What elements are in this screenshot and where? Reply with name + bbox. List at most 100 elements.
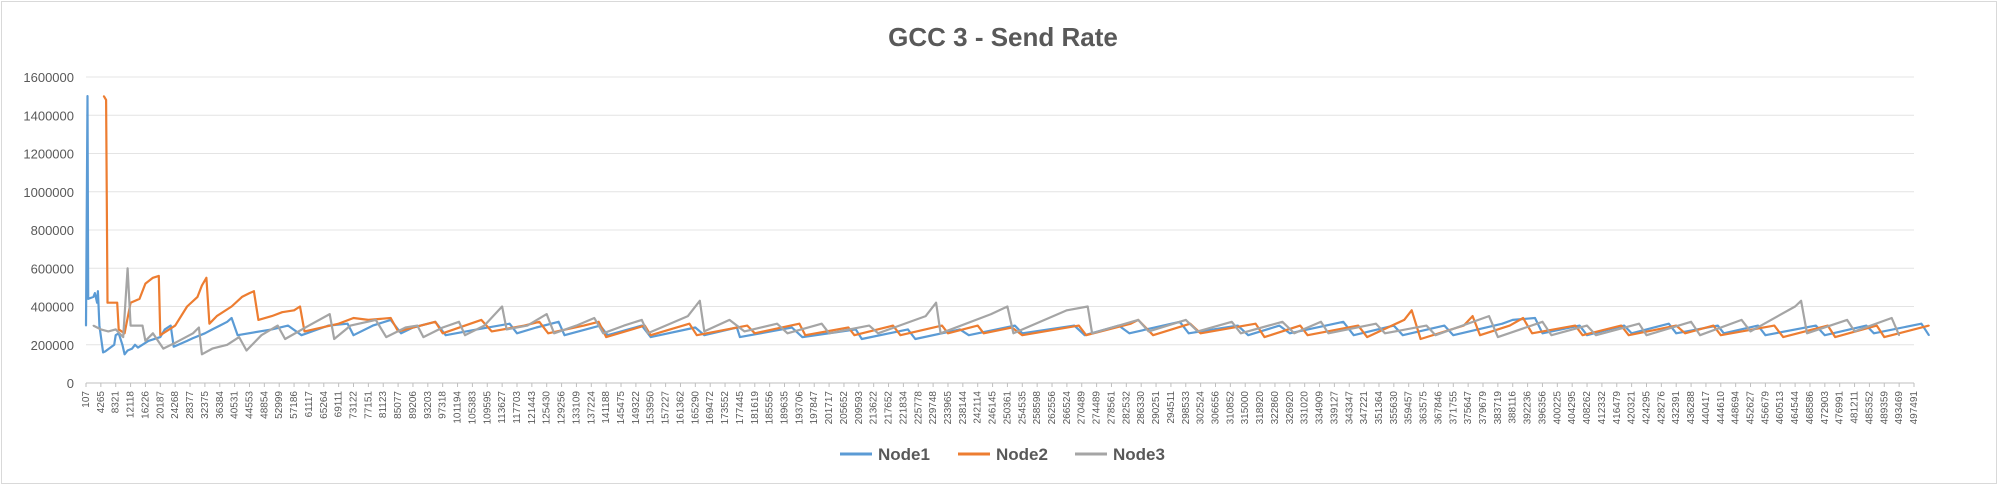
data-point-node2	[215, 315, 218, 317]
data-point-node3	[990, 313, 992, 315]
data-point-node3	[1699, 334, 1701, 337]
data-point-node2	[196, 296, 199, 298]
x-tick-label: 221834	[898, 391, 909, 425]
data-point-node1	[444, 334, 447, 337]
data-point-node3	[162, 347, 165, 350]
x-tick-label: 233965	[943, 391, 954, 425]
data-point-node3	[1184, 319, 1187, 321]
x-tick-label: 93203	[423, 391, 434, 419]
data-point-node3	[553, 332, 555, 335]
data-point-node1	[1511, 319, 1514, 321]
data-point-node1	[147, 340, 150, 342]
data-point-node1	[1928, 334, 1930, 337]
data-point-node1	[97, 290, 99, 293]
data-point-node2	[1077, 324, 1080, 327]
data-point-node1	[1815, 324, 1817, 327]
x-tick-label: 363575	[1419, 391, 1430, 425]
x-tick-label: 404295	[1567, 391, 1578, 425]
data-point-node2	[186, 305, 189, 308]
data-point-node3	[1586, 324, 1588, 327]
data-point-node3	[786, 332, 789, 335]
data-point-node3	[374, 319, 377, 321]
x-tick-label: 347221	[1359, 391, 1370, 425]
x-tick-label: 379679	[1478, 391, 1489, 425]
x-tick-label: 485352	[1864, 391, 1875, 425]
x-tick-label: 89206	[408, 391, 419, 419]
x-tick-label: 355630	[1389, 391, 1400, 425]
data-point-node1	[1873, 332, 1875, 335]
data-point-node2	[480, 319, 483, 321]
data-point-node2	[138, 298, 141, 300]
data-point-node1	[134, 343, 136, 346]
data-point-node3	[385, 336, 388, 338]
x-tick-label: 44553	[244, 391, 255, 419]
data-point-node3	[1497, 336, 1499, 338]
x-tick-label: 77151	[363, 391, 374, 419]
x-tick-label: 282532	[1121, 391, 1132, 425]
data-point-node1	[914, 338, 917, 340]
data-point-node3	[122, 336, 125, 338]
x-tick-label: 322860	[1270, 391, 1281, 425]
chart-title: GCC 3 - Send Rate	[888, 22, 1118, 52]
data-point-node1	[739, 336, 741, 338]
data-point-node2	[538, 320, 541, 323]
data-point-node3	[1230, 320, 1233, 323]
data-point-node1	[1920, 322, 1923, 325]
data-point-node2	[583, 324, 585, 327]
x-tick-label: 493469	[1894, 391, 1905, 425]
data-point-node2	[490, 330, 493, 333]
x-tick-label: 197847	[809, 391, 820, 425]
y-tick-label: 1200000	[23, 147, 74, 162]
x-tick-label: 40531	[230, 391, 241, 419]
legend-label-node2: Node2	[996, 445, 1048, 464]
x-tick-label: 238144	[958, 391, 969, 425]
data-point-node3	[1434, 334, 1437, 337]
x-tick-label: 456679	[1760, 391, 1771, 425]
data-point-node1	[172, 345, 175, 348]
data-point-node3	[1890, 317, 1893, 319]
x-tick-label: 408262	[1582, 391, 1593, 425]
data-point-node3	[1806, 332, 1808, 335]
data-point-node2	[798, 322, 801, 325]
data-point-node3	[226, 343, 229, 346]
x-tick-label: 476991	[1835, 391, 1846, 425]
x-axis: 107 4265 8321 12118 16226 20187 24268 28377 3237…	[81, 383, 1920, 424]
x-tick-label: 294511	[1166, 391, 1177, 424]
data-point-node1	[1716, 324, 1719, 327]
data-point-node2	[1522, 317, 1524, 319]
data-point-node1	[1541, 332, 1544, 335]
data-point-node3	[1853, 330, 1856, 333]
data-point-node3	[1740, 319, 1743, 321]
data-point-node2	[144, 282, 147, 285]
data-point-node1	[230, 317, 233, 319]
x-tick-label: 444610	[1716, 391, 1727, 425]
data-point-node3	[349, 324, 352, 327]
data-point-node3	[602, 332, 605, 335]
data-point-node3	[1293, 332, 1296, 335]
data-point-node3	[1794, 305, 1796, 308]
data-point-node3	[1006, 305, 1009, 308]
data-point-node1	[516, 332, 518, 335]
x-tick-label: 69111	[334, 391, 345, 418]
x-tick-label: 28377	[185, 391, 196, 419]
data-point-node3	[728, 319, 731, 321]
x-tick-label: 302524	[1196, 391, 1207, 425]
data-point-node1	[169, 324, 172, 327]
series-lines	[84, 95, 1930, 356]
data-point-node3	[404, 326, 407, 329]
data-point-node2	[1719, 334, 1722, 337]
data-point-node2	[1471, 315, 1474, 317]
x-tick-label: 416479	[1612, 391, 1623, 425]
x-tick-label: 400225	[1552, 391, 1563, 425]
x-tick-label: 205652	[839, 391, 850, 425]
y-tick-label: 0	[67, 376, 74, 391]
data-point-node1	[96, 301, 98, 304]
data-point-node2	[116, 301, 119, 304]
x-tick-label: 217652	[884, 391, 895, 425]
data-point-node2	[1403, 319, 1406, 321]
data-point-node1	[352, 334, 355, 337]
data-point-node3	[238, 336, 241, 338]
x-tick-label: 343347	[1344, 391, 1355, 425]
x-tick-label: 339127	[1329, 391, 1340, 425]
data-point-node3	[939, 332, 942, 335]
